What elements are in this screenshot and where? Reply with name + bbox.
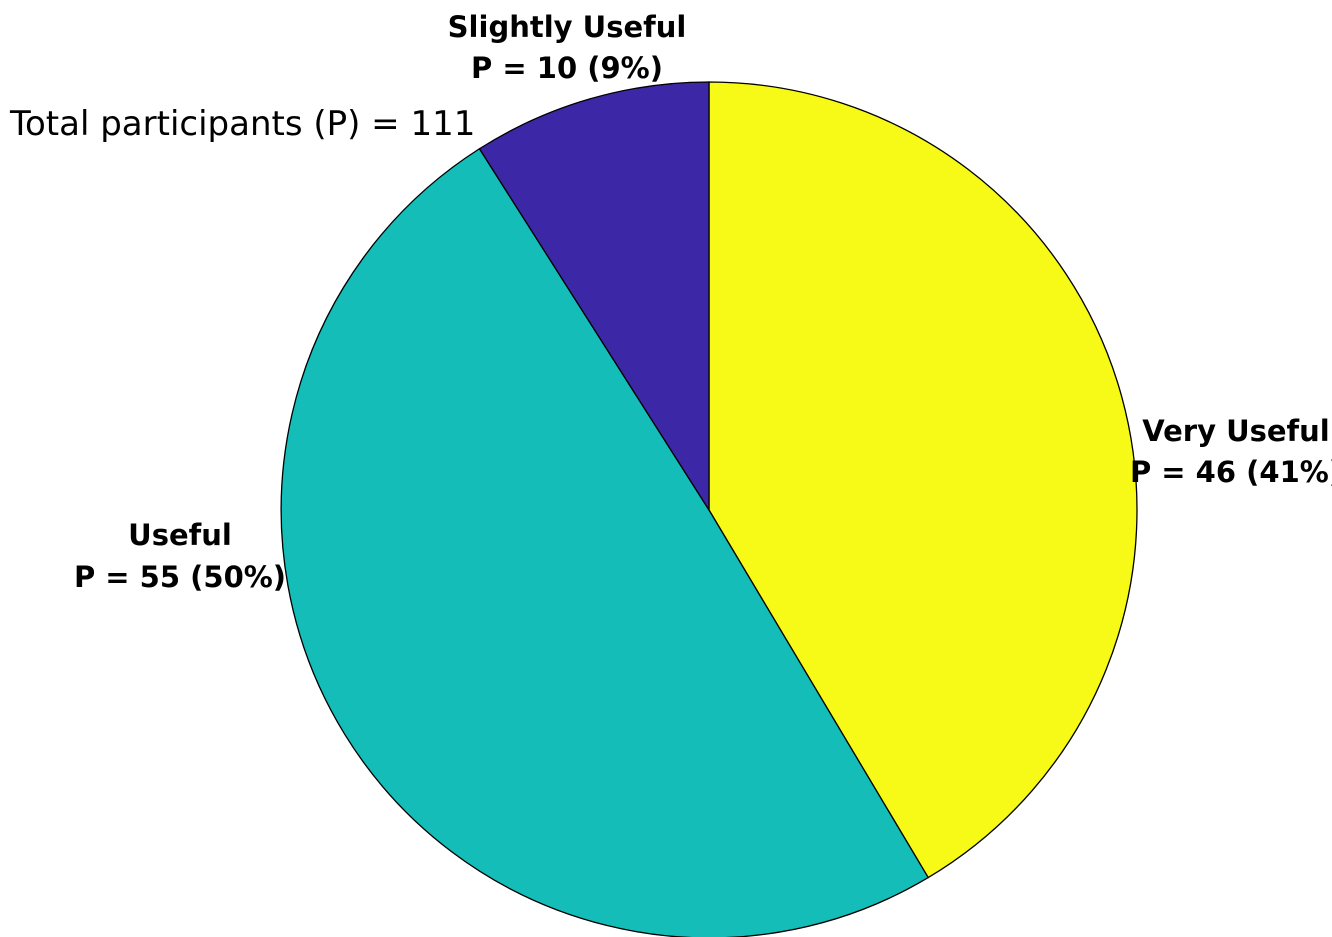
pie-slice-very-useful (708, 81, 1138, 879)
slice-label-very-useful: Very Useful P = 46 (41%) (1130, 414, 1332, 489)
slice-value-useful: P = 55 (50%) (74, 560, 286, 594)
slice-name-useful: Useful (128, 518, 232, 552)
total-participants-label: Total participants (P) = 111 (9, 104, 475, 144)
slice-name-slightly-useful: Slightly Useful (448, 10, 687, 44)
slice-name-very-useful: Very Useful (1142, 414, 1330, 448)
slice-value-slightly-useful: P = 10 (9%) (471, 51, 663, 85)
slice-value-very-useful: P = 46 (41%) (1130, 455, 1332, 489)
pie-slices (280, 81, 1138, 937)
slice-label-slightly-useful: Slightly Useful P = 10 (9%) (448, 10, 687, 85)
pie-slice-slightly-useful (478, 81, 710, 513)
slice-label-useful: Useful P = 55 (50%) (74, 518, 286, 594)
